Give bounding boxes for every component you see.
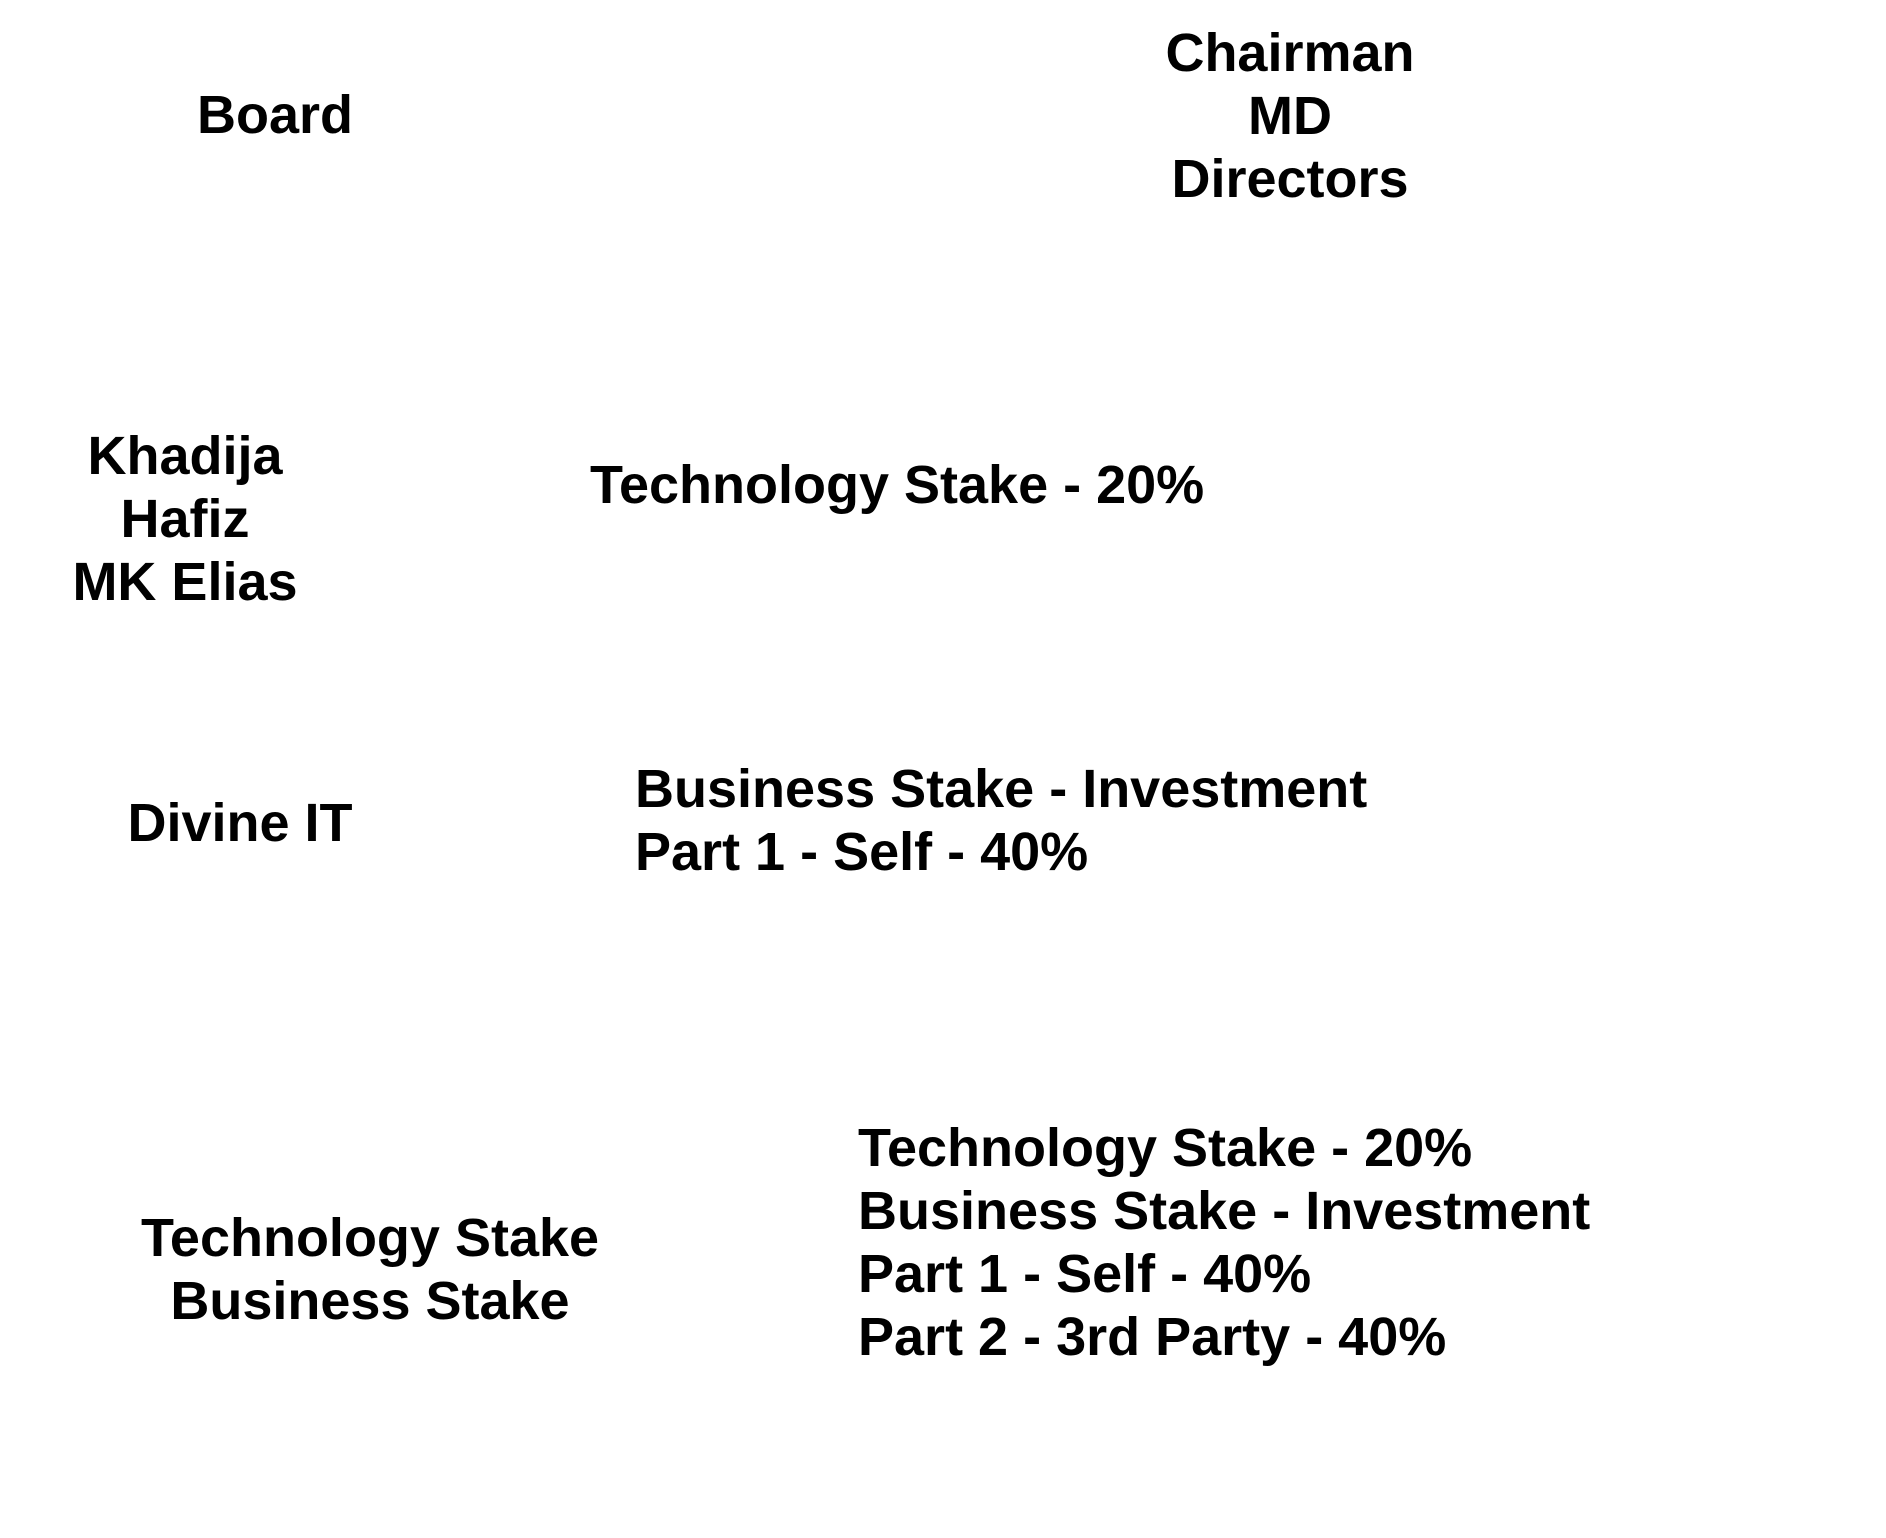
stake-types: Technology Stake Business Stake — [140, 1207, 600, 1333]
board-label-text: Board — [196, 85, 353, 145]
breakdown-part2-third-party: Part 2 - 3rd Party - 40% — [858, 1307, 1447, 1367]
stake-type-business: Business Stake — [170, 1271, 570, 1331]
breakdown-technology: Technology Stake - 20% — [858, 1118, 1473, 1178]
business-stake-investment-text: Business Stake - Investment — [635, 759, 1368, 819]
technology-stake-text: Technology Stake - 20% — [590, 455, 1205, 515]
board-member-directors: Directors — [1171, 149, 1409, 209]
board-member-md: MD — [1248, 86, 1332, 146]
board-members: Chairman MD Directors — [1150, 22, 1430, 211]
board-label: Board — [140, 84, 410, 147]
people-list: Khadija Hafiz MK Elias — [40, 425, 330, 614]
board-member-chairman: Chairman — [1165, 23, 1415, 83]
breakdown-business-investment: Business Stake - Investment — [858, 1181, 1591, 1241]
company-business-stake: Business Stake - Investment Part 1 - Sel… — [635, 758, 1367, 884]
person-khadija: Khadija — [87, 426, 283, 486]
breakdown-part1-self: Part 1 - Self - 40% — [858, 1244, 1312, 1304]
stake-breakdown: Technology Stake - 20% Business Stake - … — [858, 1117, 1590, 1369]
stake-type-technology: Technology Stake — [140, 1208, 600, 1268]
person-mk-elias: MK Elias — [72, 552, 298, 612]
people-technology-stake: Technology Stake - 20% — [590, 454, 1204, 517]
company-name: Divine IT — [127, 793, 353, 853]
person-hafiz: Hafiz — [120, 489, 250, 549]
company-label: Divine IT — [100, 792, 380, 855]
business-stake-part1-text: Part 1 - Self - 40% — [635, 822, 1089, 882]
